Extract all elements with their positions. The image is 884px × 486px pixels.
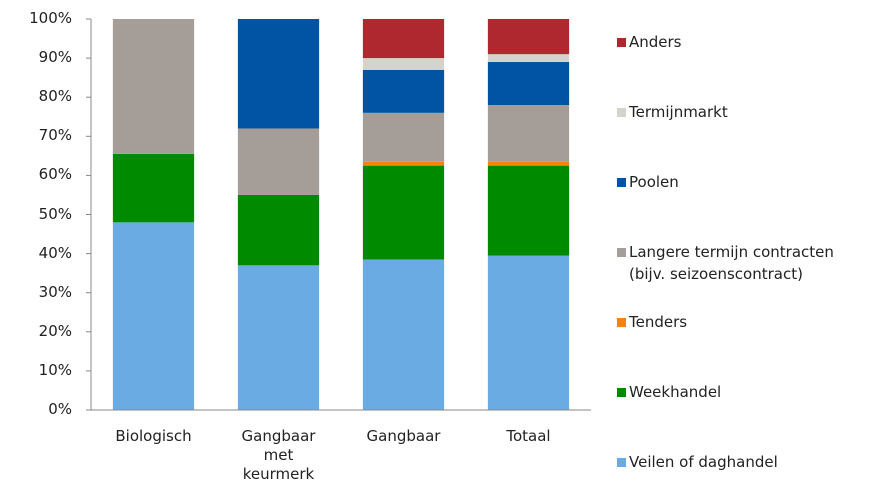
x-tick-label: Gangbaar met keurmerk [241, 427, 316, 483]
bar-segment [237, 265, 320, 410]
y-tick-label: 10% [38, 360, 72, 379]
legend-entry: Termijnmarkt [617, 103, 728, 123]
y-tick-label: 100% [29, 9, 72, 27]
bar-segment [112, 153, 195, 223]
legend-swatch [617, 108, 626, 117]
legend-entry: Poolen [617, 173, 679, 193]
legend-swatch [617, 388, 626, 397]
bar-segment [362, 165, 445, 260]
y-tick-label: 70% [38, 126, 72, 145]
legend-label: Weekhandel [629, 383, 722, 401]
legend-swatch [617, 178, 626, 187]
x-tick-label: Biologisch [115, 427, 192, 445]
bar-segment [487, 105, 570, 162]
legend-entry: Anders [617, 33, 682, 53]
bar-segment [237, 194, 320, 266]
legend-label: Langere termijn contracten (bijv. seizoe… [629, 243, 834, 283]
bar-segment [362, 259, 445, 410]
legend-label: Tenders [629, 313, 688, 331]
x-tick-label: Gangbaar [366, 427, 441, 445]
y-tick-label: 50% [38, 204, 72, 223]
bar-segment [112, 19, 195, 154]
legend-label: Anders [629, 33, 682, 51]
bar-segment [362, 19, 445, 59]
y-tick-label: 30% [38, 282, 72, 301]
bar-segment [487, 165, 570, 256]
legend-entry: Veilen of daghandel [617, 453, 778, 473]
y-tick-label: 60% [38, 165, 72, 184]
legend-label: Termijnmarkt [629, 103, 728, 121]
legend-label: Poolen [629, 173, 679, 191]
x-tick-label: Totaal [506, 427, 551, 445]
y-tick-label: 90% [38, 48, 72, 67]
bar-segment [487, 62, 570, 106]
bar-segment [487, 161, 570, 166]
y-tick-label: 80% [38, 87, 72, 106]
legend-entry: Tenders [617, 313, 687, 333]
legend-swatch [617, 38, 626, 47]
bar-segment [362, 112, 445, 162]
bar-segment [362, 58, 445, 70]
bar-segment [487, 19, 570, 55]
y-tick-label: 40% [38, 243, 72, 262]
bar-segment [237, 19, 320, 129]
bar-segment [112, 222, 195, 410]
legend-swatch [617, 248, 626, 257]
bar-segment [487, 255, 570, 410]
legend-entry: Langere termijn contracten (bijv. seizoe… [617, 243, 834, 285]
bar-segment [237, 128, 320, 195]
legend-swatch [617, 458, 626, 467]
legend-label: Veilen of daghandel [629, 453, 778, 471]
bar-segment [362, 161, 445, 166]
bar-segment [487, 54, 570, 63]
y-tick-label: 20% [38, 321, 72, 340]
legend-entry: Weekhandel [617, 383, 721, 403]
y-tick-label: 0% [48, 400, 72, 418]
bar-segment [362, 69, 445, 113]
legend-swatch [617, 318, 626, 327]
